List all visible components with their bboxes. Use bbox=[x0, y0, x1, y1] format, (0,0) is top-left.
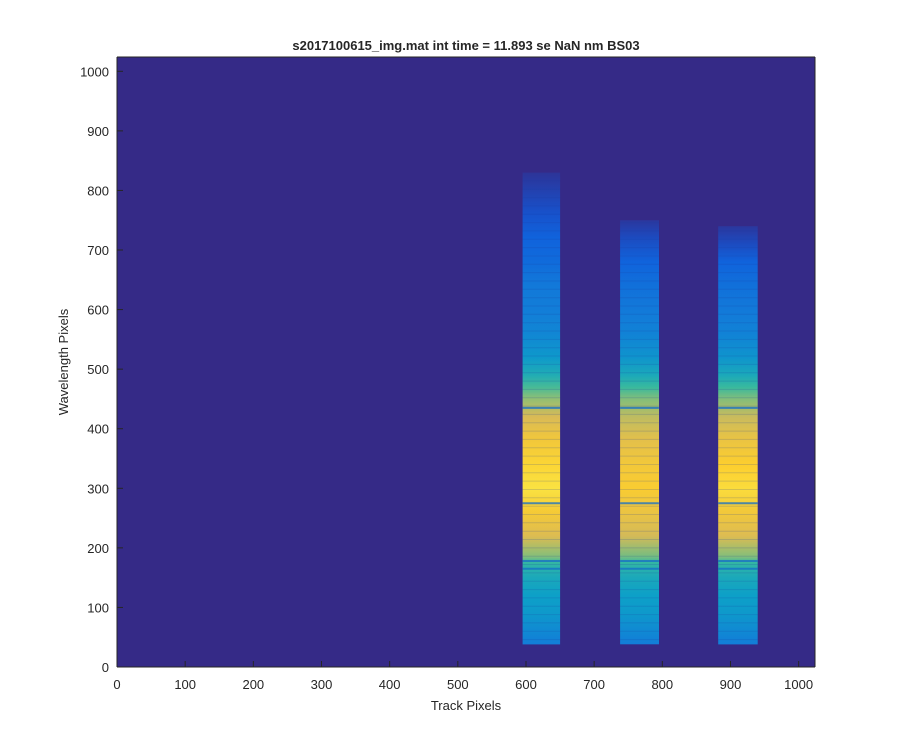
x-tick-label: 500 bbox=[447, 677, 469, 692]
y-tick-label: 0 bbox=[102, 660, 109, 675]
x-tick-label: 900 bbox=[720, 677, 742, 692]
y-tick-label: 900 bbox=[87, 124, 109, 139]
dark-lines-layer bbox=[522, 406, 758, 570]
y-tick-label: 100 bbox=[87, 600, 109, 615]
y-ticks: 0 100 200 300 400 500 600 700 800 900 1000 bbox=[80, 64, 123, 675]
x-tick-label: 200 bbox=[242, 677, 264, 692]
plot-background bbox=[117, 57, 815, 667]
y-tick-label: 300 bbox=[87, 481, 109, 496]
y-tick-label: 700 bbox=[87, 243, 109, 258]
y-tick-label: 1000 bbox=[80, 64, 109, 79]
x-tick-label: 0 bbox=[113, 677, 120, 692]
y-tick-label: 500 bbox=[87, 362, 109, 377]
chart-title: s2017100615_img.mat int time = 11.893 se… bbox=[292, 38, 639, 53]
bands-layer bbox=[522, 172, 758, 645]
x-axis-label: Track Pixels bbox=[431, 698, 502, 713]
x-tick-label: 100 bbox=[174, 677, 196, 692]
x-tick-label: 800 bbox=[651, 677, 673, 692]
y-axis-label: Wavelength Pixels bbox=[56, 308, 71, 415]
x-tick-label: 1000 bbox=[784, 677, 813, 692]
y-tick-label: 200 bbox=[87, 541, 109, 556]
x-tick-label: 300 bbox=[311, 677, 333, 692]
axes bbox=[116, 56, 816, 668]
plot-area bbox=[117, 57, 815, 667]
band-2 bbox=[620, 220, 659, 645]
band-3 bbox=[718, 226, 758, 645]
x-tick-label: 400 bbox=[379, 677, 401, 692]
y-tick-label: 600 bbox=[87, 303, 109, 318]
x-tick-label: 700 bbox=[583, 677, 605, 692]
x-ticks: 0 100 200 300 400 500 600 700 800 900 1000 bbox=[113, 661, 813, 692]
x-tick-label: 600 bbox=[515, 677, 537, 692]
y-tick-label: 400 bbox=[87, 422, 109, 437]
y-tick-label: 800 bbox=[87, 183, 109, 198]
